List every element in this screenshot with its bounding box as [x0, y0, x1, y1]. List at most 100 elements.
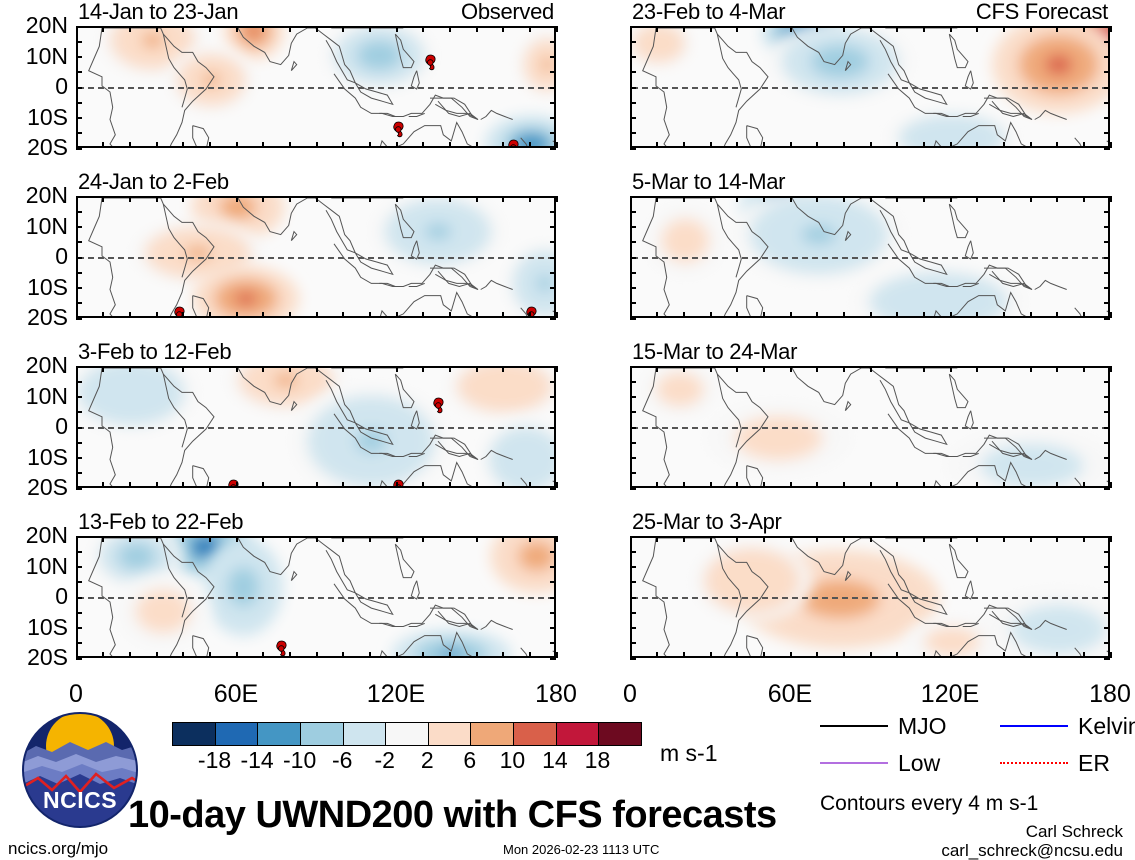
axis-tick — [762, 366, 765, 372]
axis-tick — [816, 536, 819, 542]
axis-tick — [682, 482, 685, 488]
axis-tick — [1104, 550, 1110, 553]
axis-tick — [550, 380, 556, 383]
axis-tick — [76, 472, 82, 475]
axis-tick — [76, 40, 82, 43]
axis-tick — [682, 26, 685, 32]
axis-tick — [262, 26, 265, 32]
axis-tick — [75, 26, 78, 32]
colorbar-swatch — [342, 723, 386, 745]
axis-tick — [76, 396, 82, 398]
axis-tick — [629, 482, 632, 488]
axis-tick — [1109, 482, 1112, 488]
axis-tick — [235, 142, 238, 148]
axis-tick — [709, 652, 712, 658]
axis-tick — [550, 566, 556, 568]
axis-tick — [630, 86, 636, 89]
axis-tick — [368, 482, 371, 488]
axis-tick — [550, 302, 556, 305]
y-axis-tick-label: 20S — [27, 304, 68, 330]
anomaly-blob — [444, 368, 554, 420]
axis-tick — [949, 196, 952, 202]
axis-tick — [949, 26, 952, 32]
axis-tick — [76, 317, 82, 320]
axis-tick — [949, 536, 952, 542]
axis-tick — [422, 142, 425, 148]
axis-tick — [629, 312, 632, 318]
axis-tick — [630, 611, 636, 614]
axis-tick — [208, 142, 211, 148]
axis-tick — [896, 536, 899, 542]
axis-tick — [528, 536, 531, 542]
axis-tick — [629, 536, 632, 542]
axis-tick — [842, 196, 845, 202]
axis-tick — [262, 652, 265, 658]
axis-tick — [262, 482, 265, 488]
axis-tick — [630, 287, 636, 289]
x-axis-tick-label: 0 — [69, 680, 83, 708]
axis-tick — [76, 86, 82, 89]
legend-line-swatch — [820, 762, 888, 764]
axis-tick — [550, 627, 556, 629]
axis-tick — [315, 26, 318, 32]
axis-tick — [1104, 117, 1110, 119]
axis-tick — [1109, 536, 1112, 542]
axis-tick — [342, 312, 345, 318]
axis-tick — [76, 256, 82, 259]
axis-tick — [1109, 196, 1112, 202]
axis-tick — [315, 482, 318, 488]
panel-fcst-1: 23-Feb to 4-Mar CFS Forecast — [629, 1, 1112, 150]
axis-tick — [550, 457, 556, 459]
y-axis-tick-label: 10S — [27, 103, 68, 130]
colorbar-swatch — [513, 723, 556, 745]
axis-tick — [1104, 426, 1110, 429]
panel-title: 15-Mar to 24-Mar — [632, 339, 798, 364]
equator-line — [78, 257, 554, 259]
axis-tick — [550, 657, 556, 660]
axis-tick — [76, 195, 82, 198]
axis-tick — [155, 652, 158, 658]
axis-tick — [448, 536, 451, 542]
axis-tick — [262, 312, 265, 318]
axis-tick — [342, 536, 345, 542]
panel-title: 14-Jan to 23-Jan — [78, 0, 239, 24]
axis-tick — [1002, 142, 1005, 148]
axis-tick — [1029, 536, 1032, 542]
panel-plot-area — [630, 196, 1110, 318]
axis-tick — [475, 366, 478, 372]
axis-tick — [709, 536, 712, 542]
axis-tick — [842, 482, 845, 488]
axis-tick — [262, 196, 265, 202]
axis-tick — [976, 26, 979, 32]
axis-tick — [76, 566, 82, 568]
axis-tick — [1056, 26, 1059, 32]
ncics-logo-mark — [22, 712, 138, 828]
anomaly-blob — [632, 28, 692, 68]
axis-tick — [630, 627, 636, 629]
colorbar-unit-label: m s-1 — [660, 740, 718, 766]
axis-tick — [555, 312, 558, 318]
x-axis-tick-label: 0 — [623, 680, 637, 708]
axis-tick — [550, 40, 556, 43]
y-axis-tick-label: 20S — [27, 644, 68, 670]
axis-tick — [288, 536, 291, 542]
axis-tick — [182, 366, 185, 372]
axis-tick — [869, 366, 872, 372]
axis-tick — [630, 566, 636, 568]
panel-corner-label: Observed — [461, 0, 554, 24]
axis-tick — [528, 312, 531, 318]
axis-tick — [502, 482, 505, 488]
axis-tick — [550, 365, 556, 368]
axis-tick — [75, 482, 78, 488]
axis-tick — [656, 652, 659, 658]
axis-tick — [235, 482, 238, 488]
axis-tick — [629, 26, 632, 32]
panel-title: 25-Mar to 3-Apr — [632, 509, 782, 534]
anomaly-blob — [116, 574, 210, 649]
axis-tick — [395, 366, 398, 372]
axis-tick — [1002, 366, 1005, 372]
axis-tick — [762, 652, 765, 658]
axis-tick — [1002, 652, 1005, 658]
anomaly-blob — [992, 28, 1108, 114]
storm-marker — [392, 121, 405, 138]
